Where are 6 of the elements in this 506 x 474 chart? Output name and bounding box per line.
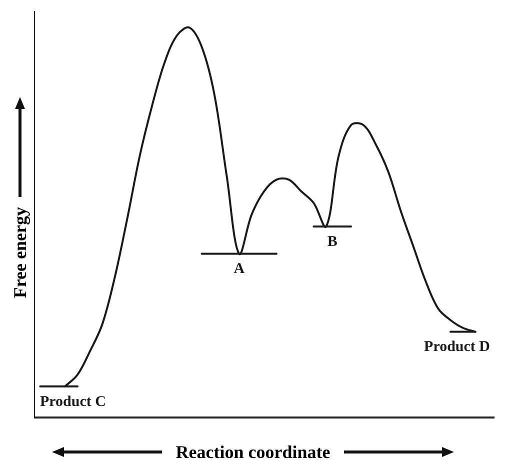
series-label: Product D [424,339,490,356]
x-axis-title: Reaction coordinate [176,442,330,462]
y-axis-title: Free energy [10,207,30,299]
series-label: A [234,261,245,278]
series-label: Product C [40,394,106,410]
series-label: B [327,234,338,250]
